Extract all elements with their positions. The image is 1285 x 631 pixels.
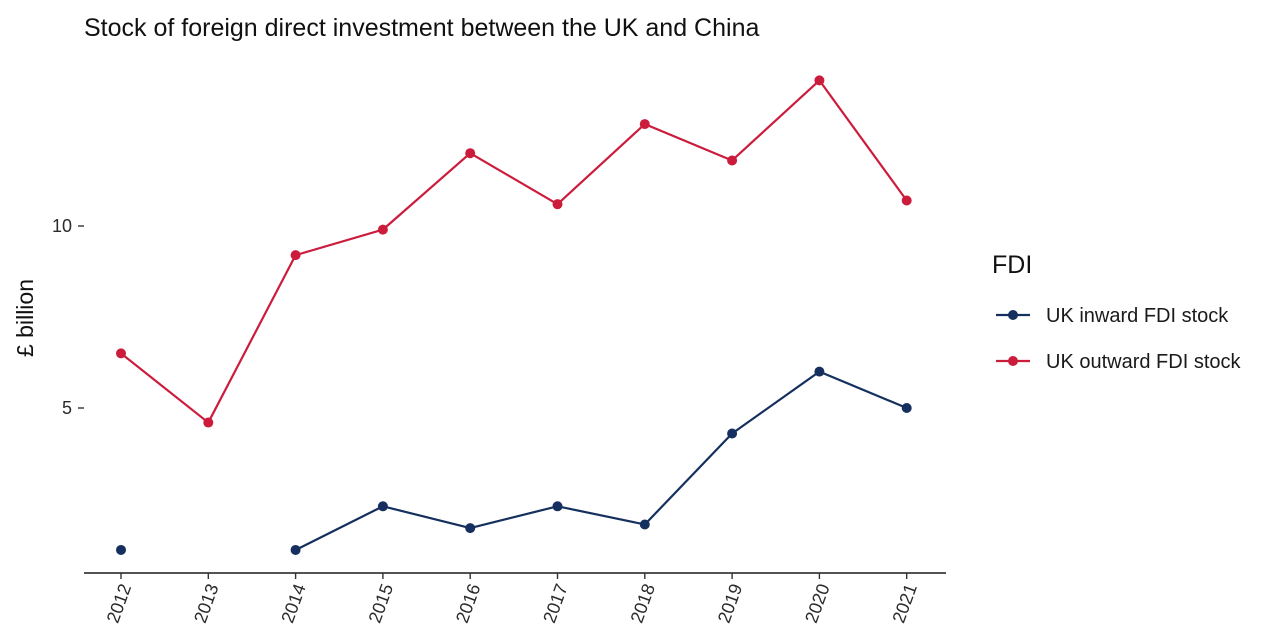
legend-label: UK inward FDI stock bbox=[1046, 305, 1229, 327]
y-ticks: 5 10 bbox=[52, 216, 84, 418]
data-point bbox=[814, 75, 825, 86]
data-point bbox=[639, 119, 650, 130]
x-tick-label: 2020 bbox=[801, 581, 833, 625]
data-point bbox=[465, 523, 476, 534]
x-tick-label: 2012 bbox=[103, 581, 135, 625]
x-tick-label: 2014 bbox=[277, 581, 309, 625]
data-point bbox=[552, 199, 563, 210]
series-line bbox=[295, 370, 908, 551]
legend: FDI UK inward FDI stock UK outward FDI st… bbox=[992, 251, 1242, 373]
data-point bbox=[377, 501, 388, 512]
x-tick-label: 2018 bbox=[627, 581, 659, 625]
data-point bbox=[901, 195, 912, 206]
series-line bbox=[120, 79, 908, 424]
x-tick-label: 2017 bbox=[539, 581, 571, 625]
x-tick-label: 2013 bbox=[190, 581, 222, 625]
legend-swatch-point bbox=[1008, 310, 1018, 320]
data-point bbox=[727, 155, 738, 166]
data-point bbox=[814, 366, 825, 377]
legend-item: UK inward FDI stock bbox=[996, 305, 1229, 327]
series-layer bbox=[116, 75, 912, 555]
x-tick-label: 2021 bbox=[888, 581, 920, 625]
legend-item: UK outward FDI stock bbox=[996, 351, 1242, 373]
data-point bbox=[901, 403, 912, 413]
x-tick-label: 2015 bbox=[365, 581, 397, 625]
data-point bbox=[552, 501, 563, 512]
x-tick-label: 2016 bbox=[452, 581, 484, 625]
series-inward bbox=[116, 366, 912, 555]
data-point bbox=[465, 148, 476, 159]
y-tick-label: 5 bbox=[62, 398, 72, 418]
legend-title: FDI bbox=[992, 251, 1032, 279]
legend-label: UK outward FDI stock bbox=[1046, 351, 1242, 373]
data-point bbox=[290, 250, 301, 261]
data-point bbox=[203, 417, 214, 428]
data-point bbox=[377, 224, 388, 235]
y-axis-label: £ billion bbox=[12, 279, 38, 357]
data-point bbox=[116, 348, 126, 359]
y-tick-label: 10 bbox=[52, 216, 72, 236]
axes: 2012 2013 2014 2015 2016 2017 2018 2019 2020 2021… bbox=[52, 216, 946, 626]
data-point bbox=[727, 428, 738, 439]
series-outward bbox=[116, 75, 912, 428]
x-ticks: 2012 2013 2014 2015 2016 2017 2018 2019 2020 2021 bbox=[103, 573, 921, 626]
x-tick-label: 2019 bbox=[714, 581, 746, 625]
data-point bbox=[116, 544, 126, 555]
data-point bbox=[290, 544, 301, 555]
data-point bbox=[639, 519, 650, 530]
chart-title: Stock of foreign direct investment betwe… bbox=[84, 14, 760, 42]
legend-items: UK inward FDI stock UK outward FDI stock bbox=[996, 305, 1242, 373]
legend-swatch-point bbox=[1008, 356, 1018, 366]
